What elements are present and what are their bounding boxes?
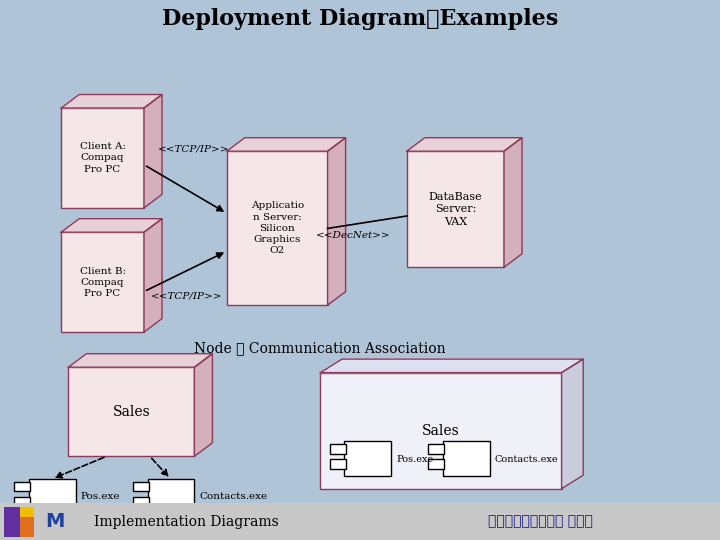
Polygon shape — [407, 138, 522, 151]
FancyBboxPatch shape — [148, 479, 194, 514]
Text: Component、Dependency: Component、Dependency — [126, 507, 303, 521]
FancyBboxPatch shape — [29, 479, 76, 514]
FancyBboxPatch shape — [443, 441, 490, 476]
FancyBboxPatch shape — [133, 482, 149, 491]
FancyBboxPatch shape — [344, 441, 391, 476]
FancyBboxPatch shape — [61, 232, 144, 332]
Polygon shape — [504, 138, 522, 267]
Polygon shape — [227, 138, 346, 151]
Text: Pos.exe: Pos.exe — [81, 492, 120, 501]
Text: <<TCP/IP>>: <<TCP/IP>> — [151, 292, 222, 300]
FancyBboxPatch shape — [320, 373, 562, 489]
Text: Contacts.exe: Contacts.exe — [495, 455, 558, 463]
Text: Pos.exe: Pos.exe — [396, 455, 433, 463]
FancyBboxPatch shape — [4, 507, 22, 537]
Text: Sales: Sales — [422, 424, 460, 437]
Polygon shape — [68, 354, 212, 367]
Polygon shape — [144, 219, 162, 332]
FancyBboxPatch shape — [14, 482, 30, 491]
FancyBboxPatch shape — [428, 459, 444, 469]
Polygon shape — [61, 94, 162, 108]
Text: <<TCP/IP>>: <<TCP/IP>> — [158, 144, 230, 153]
Text: Sales: Sales — [112, 405, 150, 418]
Text: Deployment Diagram：Examples: Deployment Diagram：Examples — [162, 8, 558, 30]
Text: M: M — [45, 512, 64, 531]
Text: Client A:
Compaq
Pro PC: Client A: Compaq Pro PC — [80, 143, 125, 173]
FancyBboxPatch shape — [14, 497, 30, 507]
FancyBboxPatch shape — [61, 108, 144, 208]
Polygon shape — [61, 219, 162, 232]
FancyBboxPatch shape — [407, 151, 504, 267]
Text: DataBase
Server:
VAX: DataBase Server: VAX — [428, 192, 482, 227]
FancyBboxPatch shape — [227, 151, 328, 305]
FancyBboxPatch shape — [330, 444, 346, 454]
Polygon shape — [562, 359, 583, 489]
FancyBboxPatch shape — [133, 497, 149, 507]
FancyBboxPatch shape — [20, 507, 34, 517]
FancyBboxPatch shape — [0, 503, 720, 540]
Text: Client B:
Compaq
Pro PC: Client B: Compaq Pro PC — [79, 267, 126, 298]
Polygon shape — [194, 354, 212, 456]
FancyBboxPatch shape — [330, 459, 346, 469]
Polygon shape — [320, 359, 583, 373]
FancyBboxPatch shape — [68, 367, 194, 456]
Text: Contacts.exe: Contacts.exe — [199, 492, 268, 501]
FancyBboxPatch shape — [428, 444, 444, 454]
Text: Node 、 Communication Association: Node 、 Communication Association — [194, 341, 446, 355]
Text: <<DecNet>>: <<DecNet>> — [315, 232, 390, 240]
Polygon shape — [328, 138, 346, 305]
Polygon shape — [144, 94, 162, 208]
FancyBboxPatch shape — [20, 516, 34, 537]
Text: Implementation Diagrams: Implementation Diagrams — [94, 515, 279, 529]
Text: Applicatio
n Server:
Silicon
Graphics
O2: Applicatio n Server: Silicon Graphics O2 — [251, 201, 304, 255]
Text: 東吳大學資訊科學系 江清水: 東吳大學資訊科學系 江清水 — [487, 515, 593, 529]
